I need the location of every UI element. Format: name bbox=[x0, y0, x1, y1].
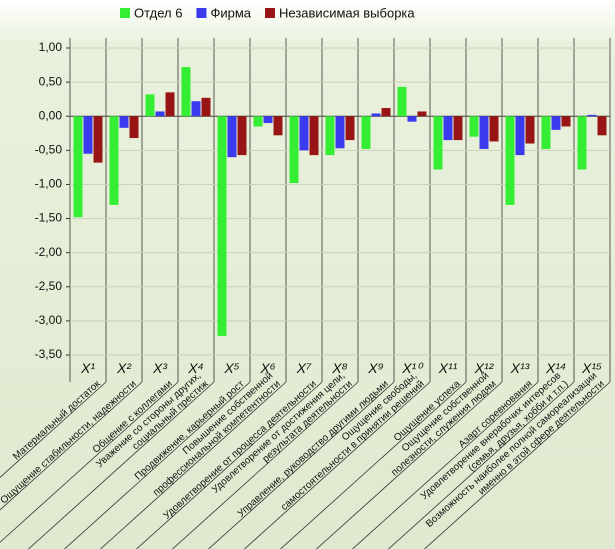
y-tick-label: -3,00 bbox=[35, 313, 63, 327]
bar bbox=[371, 113, 381, 117]
bar bbox=[489, 116, 499, 142]
leader bbox=[207, 381, 395, 549]
bar bbox=[299, 116, 309, 151]
x-tick-label: X⁶ bbox=[259, 360, 275, 376]
bar bbox=[407, 116, 417, 122]
y-tick-label: -1,00 bbox=[35, 177, 63, 191]
leader bbox=[0, 381, 179, 543]
leader bbox=[387, 381, 575, 549]
bar bbox=[201, 97, 211, 117]
x-tick-label: X¹ bbox=[80, 360, 95, 376]
bar bbox=[361, 116, 371, 149]
bar bbox=[525, 116, 535, 144]
leader bbox=[0, 381, 143, 511]
legend-label: Независимая выборка bbox=[279, 5, 415, 20]
bar bbox=[93, 116, 103, 163]
leader bbox=[243, 381, 431, 549]
legend-swatch bbox=[265, 8, 275, 18]
bar bbox=[119, 116, 129, 128]
bar bbox=[345, 116, 355, 141]
x-tick-label: X¹³ bbox=[510, 360, 530, 376]
y-tick-label: -0,50 bbox=[35, 143, 63, 157]
legend: Отдел 6 Фирма Независимая выборка bbox=[120, 5, 415, 20]
bar bbox=[155, 111, 165, 117]
leader bbox=[135, 381, 323, 549]
legend-label: Фирма bbox=[210, 5, 251, 20]
bar bbox=[469, 116, 479, 137]
bar bbox=[381, 108, 391, 117]
y-tick-label: -2,50 bbox=[35, 279, 63, 293]
x-tick-label: X¹⁴ bbox=[545, 360, 566, 376]
bar bbox=[453, 116, 463, 141]
bar bbox=[561, 116, 571, 127]
leader bbox=[171, 381, 359, 549]
x-tick-label: X¹⁵ bbox=[581, 360, 602, 376]
leader bbox=[351, 381, 539, 549]
bar bbox=[551, 116, 561, 130]
x-tick-label: X⁸ bbox=[331, 360, 347, 376]
bar bbox=[505, 116, 515, 205]
bar bbox=[433, 116, 443, 170]
bar bbox=[417, 111, 427, 117]
legend-swatch bbox=[196, 8, 207, 18]
bar bbox=[443, 116, 453, 141]
x-tick-label: X⁹ bbox=[367, 360, 384, 376]
bar bbox=[181, 67, 191, 117]
bar bbox=[217, 116, 227, 336]
bar bbox=[73, 116, 83, 218]
leader bbox=[423, 381, 611, 549]
x-tick-label: X¹² bbox=[474, 360, 495, 376]
bar bbox=[273, 116, 283, 136]
y-tick-label: 0,00 bbox=[39, 108, 63, 122]
bar bbox=[109, 116, 119, 205]
bar bbox=[263, 116, 273, 124]
bar bbox=[587, 114, 597, 117]
y-tick-label: 1,00 bbox=[39, 40, 63, 54]
bar bbox=[289, 116, 299, 184]
bar bbox=[541, 116, 551, 149]
bar bbox=[253, 116, 263, 127]
bar bbox=[479, 116, 489, 149]
bar bbox=[325, 116, 335, 156]
x-tick-label: X³ bbox=[152, 360, 167, 376]
legend-swatch bbox=[120, 8, 130, 18]
bar bbox=[309, 116, 319, 156]
bar bbox=[597, 116, 607, 136]
bar bbox=[397, 86, 407, 117]
bar bbox=[335, 116, 345, 149]
leader bbox=[315, 381, 503, 549]
leader bbox=[63, 381, 251, 549]
bar bbox=[237, 116, 247, 156]
bar bbox=[129, 116, 139, 139]
y-tick-label: -2,00 bbox=[35, 245, 63, 259]
legend-label: Отдел 6 bbox=[134, 5, 182, 20]
bar bbox=[145, 94, 155, 117]
y-tick-label: -1,50 bbox=[35, 211, 63, 225]
x-tick-label: X⁵ bbox=[223, 360, 239, 376]
y-tick-label: -3,50 bbox=[35, 347, 63, 361]
bar bbox=[515, 116, 525, 156]
y-tick-label: 0,50 bbox=[39, 74, 63, 88]
bar bbox=[83, 116, 93, 154]
bar bbox=[227, 116, 237, 158]
x-tick-label: X² bbox=[116, 360, 132, 376]
bar bbox=[577, 116, 587, 170]
x-tick-label: X⁷ bbox=[296, 360, 312, 376]
leader bbox=[279, 381, 467, 549]
leader bbox=[0, 381, 107, 478]
x-tick-label: X⁴ bbox=[187, 360, 203, 376]
leader bbox=[99, 381, 287, 549]
bar bbox=[165, 92, 175, 117]
leader bbox=[27, 381, 215, 549]
x-tick-label: X¹⁰ bbox=[401, 360, 424, 376]
x-tick-label: X¹¹ bbox=[438, 360, 458, 376]
bar bbox=[191, 101, 201, 117]
